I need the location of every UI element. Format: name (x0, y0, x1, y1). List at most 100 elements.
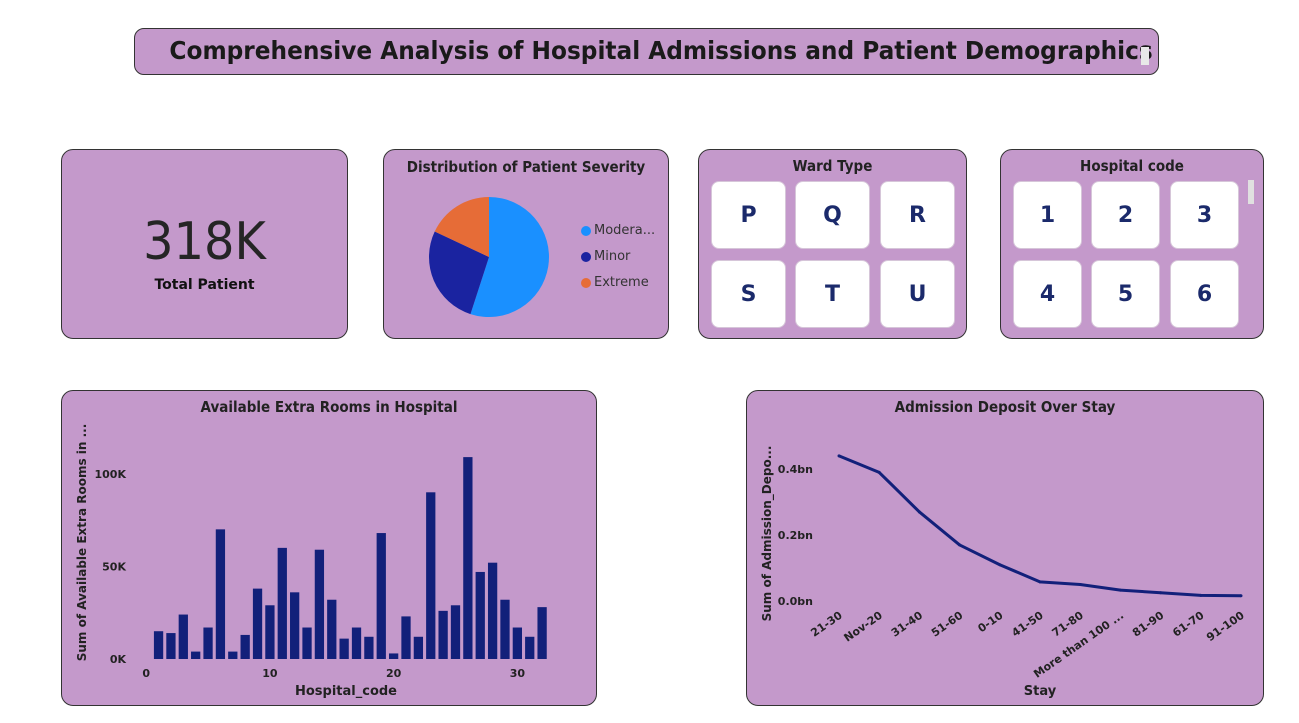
slicer-scrollbar[interactable] (1248, 180, 1254, 204)
legend-item-moderate[interactable]: Modera... (581, 223, 655, 238)
ward-type-slicer: Ward Type P Q R S T U (698, 149, 967, 339)
ward-tile-q[interactable]: Q (795, 181, 870, 249)
bar[interactable] (351, 627, 362, 659)
deposit-line[interactable] (838, 454, 1242, 598)
bar[interactable] (487, 562, 498, 659)
bar[interactable] (475, 571, 485, 659)
hospital-code-title: Hospital code (1080, 157, 1184, 175)
x-tick-label: 51-60 (929, 609, 966, 640)
bar[interactable] (277, 547, 287, 659)
bar[interactable] (500, 599, 510, 659)
x-axis-title: Stay (1024, 684, 1057, 699)
hospital-tile-5[interactable]: 5 (1091, 260, 1160, 328)
bar[interactable] (265, 605, 275, 659)
pie-slice-moderate[interactable] (470, 197, 549, 317)
kpi-label: Total Patient (154, 277, 255, 293)
bar[interactable] (153, 631, 164, 659)
dashboard-title-box: Comprehensive Analysis of Hospital Admis… (134, 28, 1159, 75)
line-point[interactable] (837, 454, 841, 458)
bar[interactable] (240, 634, 250, 659)
bar[interactable] (302, 627, 312, 659)
bar[interactable] (438, 610, 448, 659)
pie-slice-minor[interactable] (429, 231, 489, 315)
bar[interactable] (426, 492, 436, 659)
line-point[interactable] (917, 510, 921, 514)
y-tick-label: 50K (102, 560, 126, 573)
x-tick-label: 20 (386, 667, 402, 680)
bar[interactable] (327, 599, 337, 659)
x-tick-label: 81-90 (1130, 609, 1167, 640)
hospital-tile-4[interactable]: 4 (1013, 260, 1082, 328)
x-tick-label: 0-10 (976, 609, 1006, 636)
bar[interactable] (376, 533, 386, 659)
y-axis-title: Sum of Available Extra Rooms in ... (75, 424, 89, 662)
ward-tile-s[interactable]: S (711, 260, 786, 328)
hospital-tile-1[interactable]: 1 (1013, 181, 1082, 249)
bar[interactable] (203, 627, 213, 659)
legend-dot-icon (581, 277, 591, 288)
x-tick-label: 30 (510, 667, 526, 680)
pie-chart[interactable] (426, 194, 552, 320)
bar[interactable] (178, 614, 188, 659)
bar[interactable] (252, 588, 263, 659)
bar[interactable] (228, 651, 238, 659)
bar[interactable] (166, 633, 176, 659)
legend-dot-icon (581, 225, 591, 236)
line-point[interactable] (1118, 588, 1122, 592)
legend-label: Modera... (594, 223, 656, 238)
x-tick-label: 91-100 (1204, 609, 1247, 644)
bar[interactable] (314, 549, 325, 659)
bar[interactable] (463, 457, 473, 659)
line-chart-title: Admission Deposit Over Stay (894, 398, 1116, 416)
line-point[interactable] (1078, 583, 1082, 587)
pie-chart-title: Distribution of Patient Severity (406, 158, 646, 176)
line-point[interactable] (1199, 593, 1203, 597)
hospital-code-slicer: Hospital code 1 2 3 4 5 6 (1000, 149, 1264, 339)
y-tick-label: 100K (95, 468, 127, 481)
bar[interactable] (525, 636, 535, 659)
bar[interactable] (512, 627, 522, 659)
y-tick-label: 0K (110, 653, 127, 666)
bar[interactable] (537, 607, 547, 659)
line-point[interactable] (1038, 580, 1042, 584)
bar[interactable] (401, 616, 411, 659)
bar[interactable] (290, 592, 300, 659)
y-tick-label: 0.2bn (778, 529, 813, 542)
bar[interactable] (191, 651, 201, 659)
dashboard-title: Comprehensive Analysis of Hospital Admis… (169, 36, 1153, 65)
hospital-tile-6[interactable]: 6 (1170, 260, 1239, 328)
line-point[interactable] (1159, 591, 1163, 595)
x-tick-label: 31-40 (889, 609, 926, 640)
hospital-tile-2[interactable]: 2 (1091, 181, 1160, 249)
bar[interactable] (450, 605, 461, 659)
hospital-tile-3[interactable]: 3 (1170, 181, 1239, 249)
line-point[interactable] (958, 543, 962, 547)
ward-tile-p[interactable]: P (711, 181, 786, 249)
line-point[interactable] (998, 563, 1002, 567)
legend-item-extreme[interactable]: Extreme (581, 275, 649, 290)
ward-tile-u[interactable]: U (880, 260, 955, 328)
legend-item-minor[interactable]: Minor (581, 249, 630, 264)
pie-slice-extreme[interactable] (434, 197, 489, 257)
bar[interactable] (364, 636, 374, 659)
y-axis-title: Sum of Admission_Depo... (760, 446, 775, 622)
x-axis-title: Hospital_code (295, 684, 397, 699)
bar[interactable] (339, 638, 349, 659)
line-point[interactable] (877, 470, 881, 474)
severity-pie-card: Distribution of Patient Severity Modera.… (383, 149, 669, 339)
ward-tile-t[interactable]: T (795, 260, 870, 328)
ward-tile-r[interactable]: R (880, 181, 955, 249)
bar[interactable] (215, 529, 226, 659)
bar[interactable] (413, 636, 424, 659)
kpi-value: 318K (143, 212, 266, 272)
x-tick-label: 41-50 (1009, 609, 1046, 640)
y-tick-label: 0.0bn (778, 595, 813, 608)
x-tick-label: 10 (262, 667, 278, 680)
bar-chart[interactable]: 0K 50K 100K 0 10 20 30 Hospital_code Sum of Avai… (62, 391, 596, 705)
legend-dot-icon (581, 251, 591, 262)
bar[interactable] (388, 653, 399, 659)
deposit-line-card: Admission Deposit Over Stay 0.0bn 0.2bn 0.… (746, 390, 1264, 706)
line-point[interactable] (1239, 594, 1243, 598)
title-scrollbar[interactable] (1141, 47, 1149, 65)
